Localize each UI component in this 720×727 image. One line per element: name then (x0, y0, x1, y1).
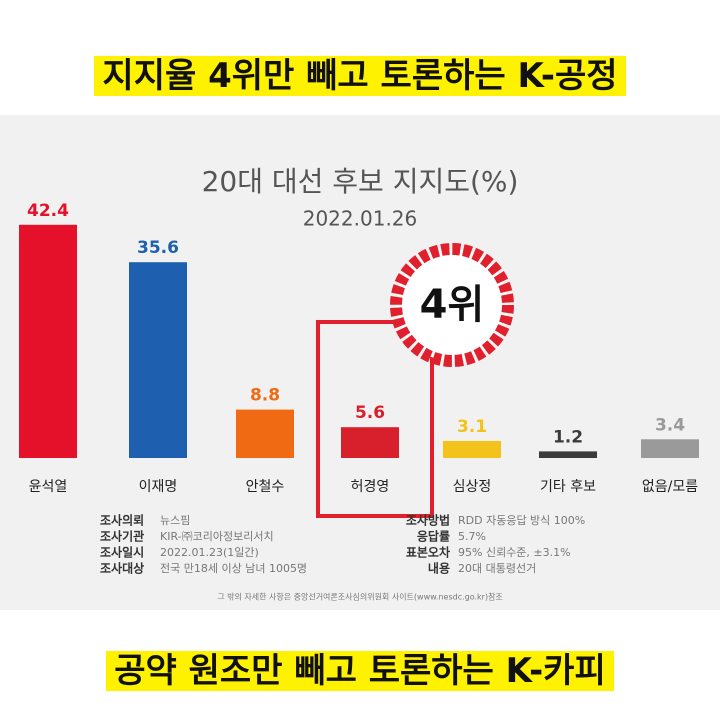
value-label: 5.6 (355, 403, 385, 423)
info-label: 내용 (428, 561, 450, 576)
highlight-box (316, 320, 434, 518)
info-value: 95% 신뢰수준, ±3.1% (458, 546, 571, 559)
category-label: 허경영 (351, 479, 390, 495)
value-label: 42.4 (27, 201, 69, 221)
info-value: 뉴스핌 (160, 514, 190, 527)
category-label: 이재명 (139, 479, 178, 495)
category-label: 심상정 (453, 479, 492, 495)
info-value: KIR-㈜코리아정보리서치 (160, 530, 274, 543)
category-label: 윤석열 (29, 479, 68, 495)
chart-background (0, 115, 720, 610)
category-label: 기타 후보 (540, 479, 596, 495)
top-caption-text: 지지율 4위만 빼고 토론하는 K-공정 (94, 56, 626, 96)
bar (341, 427, 399, 458)
top-caption: 지지율 4위만 빼고 토론하는 K-공정 (0, 48, 720, 97)
bar (236, 409, 294, 458)
rank-badge-text: 4위 (420, 282, 485, 328)
value-label: 8.8 (250, 386, 280, 406)
bar (539, 451, 597, 458)
bar (19, 224, 77, 458)
bar (443, 440, 501, 458)
info-value: RDD 자동응답 방식 100% (458, 514, 585, 527)
category-label: 없음/모름 (642, 479, 698, 495)
bar (129, 262, 187, 458)
chart-subtitle: 2022.01.26 (303, 207, 418, 231)
value-label: 3.4 (655, 415, 685, 435)
chart-title: 20대 대선 후보 지지도(%) (202, 165, 519, 198)
info-label: 조사일시 (100, 545, 144, 560)
info-label: 응답률 (417, 529, 450, 544)
info-label: 조사대상 (100, 561, 144, 576)
bottom-caption: 공약 원조만 빼고 토론하는 K-카피 (0, 643, 720, 692)
info-value: 전국 만18세 이상 남녀 1005명 (160, 562, 307, 575)
info-label: 조사방법 (406, 513, 450, 528)
value-label: 35.6 (137, 238, 179, 258)
rank-badge (390, 243, 514, 367)
bar (641, 439, 699, 458)
info-label: 표본오차 (406, 545, 450, 560)
category-label: 안철수 (246, 479, 285, 495)
info-value: 20대 대통령선거 (458, 562, 536, 575)
bottom-caption-text: 공약 원조만 빼고 토론하는 K-카피 (106, 651, 614, 691)
value-label: 1.2 (553, 427, 583, 447)
info-label: 조사기관 (100, 529, 144, 544)
value-label: 3.1 (457, 417, 487, 437)
footnote: 그 밖의 자세한 사항은 중앙선거여론조사심의위원회 사이트(www.nesdc… (217, 592, 503, 602)
info-value: 5.7% (458, 530, 486, 543)
info-label: 조사의뢰 (100, 513, 144, 528)
info-value: 2022.01.23(1일간) (160, 545, 259, 559)
